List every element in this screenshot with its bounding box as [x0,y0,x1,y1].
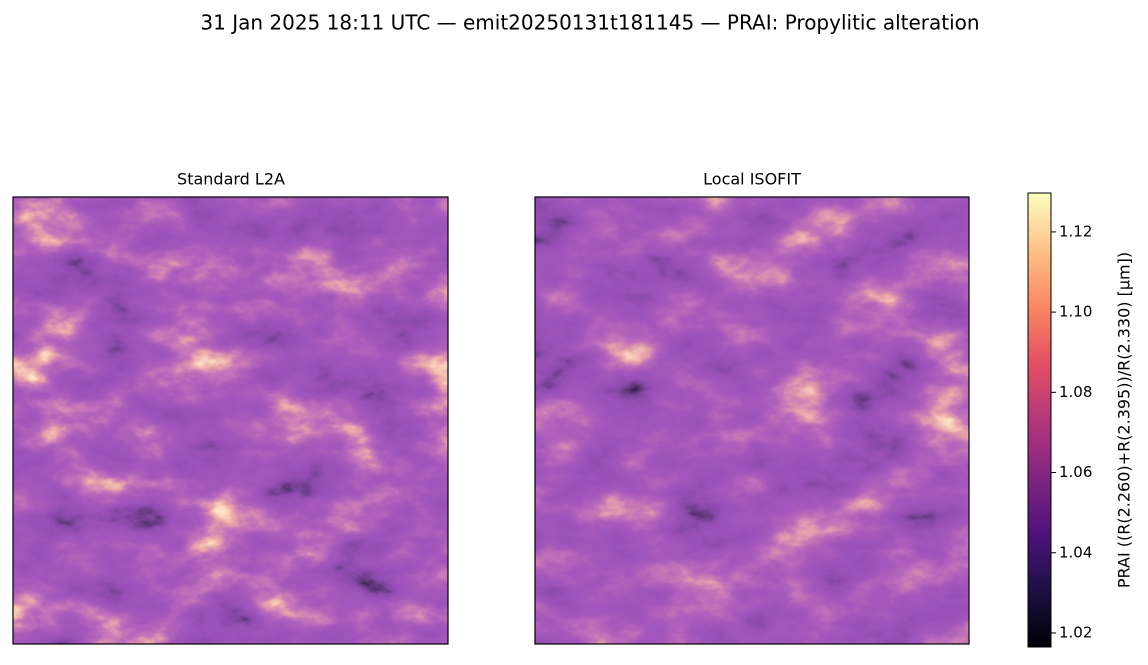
tick-label: 1.10 [1059,303,1092,321]
colorbar [1027,192,1052,648]
frame [12,196,449,645]
colorbar-label: PRAI ((R(2.260)+R(2.395))/R(2.330) [µm]) [1115,252,1134,588]
tick-label: 1.12 [1059,222,1092,240]
image [535,197,969,644]
image [13,197,448,644]
tick-label: 1.04 [1059,543,1092,561]
tick-label: 1.08 [1059,383,1092,401]
panel-title: Standard L2A [177,170,285,189]
panel: Local ISOFIT [534,170,970,645]
panel: Standard L2A [12,170,449,645]
frame [534,196,970,645]
tick-label: 1.06 [1059,463,1092,481]
panel-title: Local ISOFIT [703,170,801,189]
figure-title: 31 Jan 2025 18:11 UTC — emit20250131t181… [200,11,979,35]
tick-label: 1.02 [1059,623,1092,641]
